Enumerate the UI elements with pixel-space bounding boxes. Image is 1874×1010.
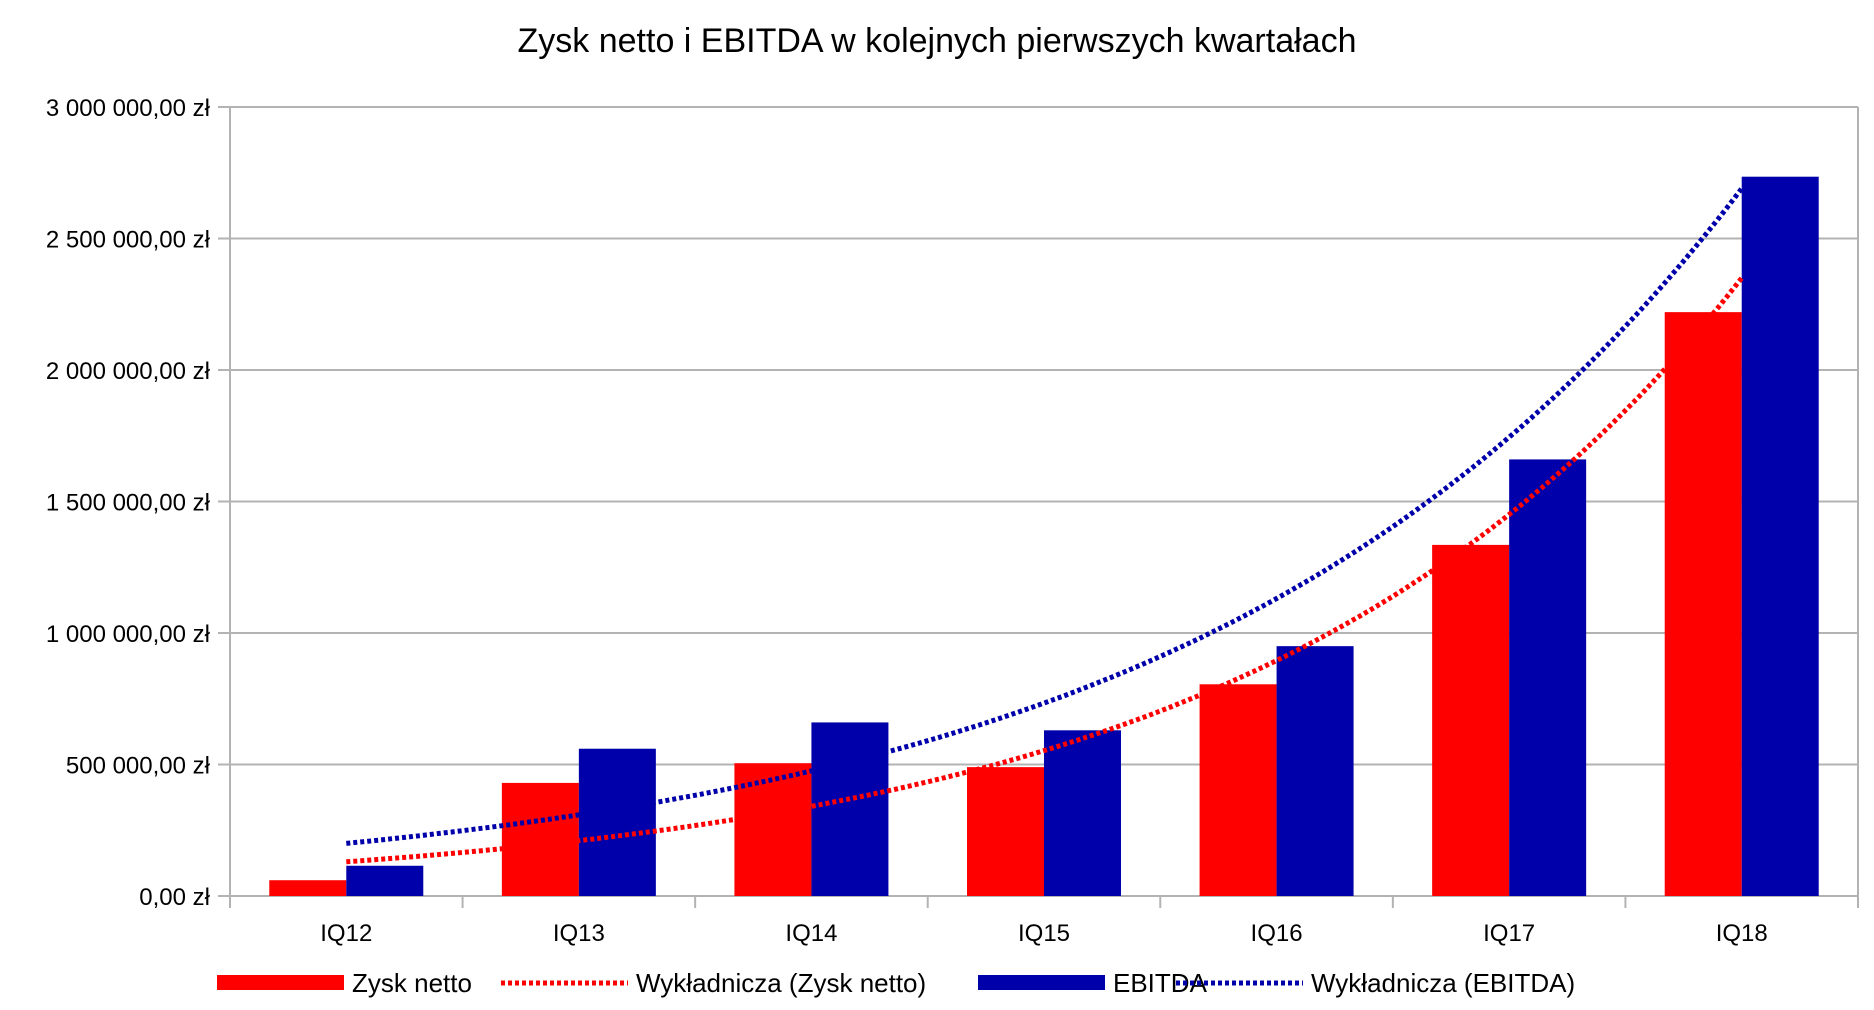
bar-zysk-netto	[1664, 312, 1742, 896]
bar-zysk-netto	[1199, 684, 1277, 896]
x-tick-label: IQ17	[1483, 920, 1535, 947]
y-tick-label: 0,00 zł	[139, 884, 210, 911]
grid-lines	[218, 106, 1858, 897]
legend-label: Wykładnicza (EBITDA)	[1311, 968, 1575, 998]
x-axis	[229, 107, 1859, 908]
y-tick-label: 3 000 000,00 zł	[46, 95, 211, 122]
y-tick-label: 1 500 000,00 zł	[46, 490, 211, 517]
legend-item: Zysk netto	[217, 968, 472, 998]
bar-ebitda	[1741, 176, 1819, 896]
trendline-ebitda	[346, 186, 1744, 846]
x-tick-label: IQ16	[1251, 920, 1303, 947]
chart-title: Zysk netto i EBITDA w kolejnych pierwszy…	[518, 22, 1357, 60]
legend: Zysk netto Wykładnicza (Zysk netto) EBITDA…	[217, 968, 1575, 998]
y-tick-label: 2 500 000,00 zł	[46, 227, 211, 254]
legend-item: EBITDA	[978, 968, 1208, 998]
x-tick-label: IQ15	[1018, 920, 1070, 947]
bar-ebitda	[1044, 730, 1121, 896]
bar-zysk-netto	[269, 880, 347, 896]
bars	[269, 176, 1819, 896]
x-tick-label: IQ13	[553, 920, 605, 947]
legend-swatch	[978, 975, 1105, 990]
y-tick-label: 2 000 000,00 zł	[46, 358, 211, 385]
legend-label: Zysk netto	[352, 968, 472, 998]
bar-ebitda	[1276, 646, 1354, 896]
y-axis-tick-labels: 0,00 zł 500 000,00 zł 1 000 000,00 zł 1 500…	[46, 95, 211, 911]
bar-ebitda	[811, 722, 889, 896]
bar-zysk-netto	[967, 767, 1044, 896]
bar-zysk-netto	[1432, 544, 1510, 896]
y-tick-label: 500 000,00 zł	[66, 753, 211, 780]
legend-item: Wykładnicza (Zysk netto)	[501, 968, 926, 998]
x-tick-label: IQ18	[1716, 920, 1768, 947]
x-axis-tick-labels: IQ12 IQ13 IQ14 IQ15 IQ16 IQ17 IQ18	[320, 920, 1767, 947]
y-tick-label: 1 000 000,00 zł	[46, 621, 211, 648]
trendlines	[346, 186, 1744, 865]
legend-swatch	[217, 975, 344, 990]
legend-item: Wykładnicza (EBITDA)	[1176, 968, 1575, 998]
x-tick-label: IQ14	[785, 920, 837, 947]
bar-zysk-netto	[734, 763, 812, 896]
trendline-zysk-netto	[346, 276, 1744, 865]
legend-label: Wykładnicza (Zysk netto)	[636, 968, 926, 998]
bar-ebitda	[346, 865, 424, 896]
bar-ebitda	[1509, 459, 1587, 896]
x-tick-label: IQ12	[320, 920, 372, 947]
bar-ebitda	[578, 748, 656, 896]
bar-zysk-netto	[501, 782, 579, 896]
